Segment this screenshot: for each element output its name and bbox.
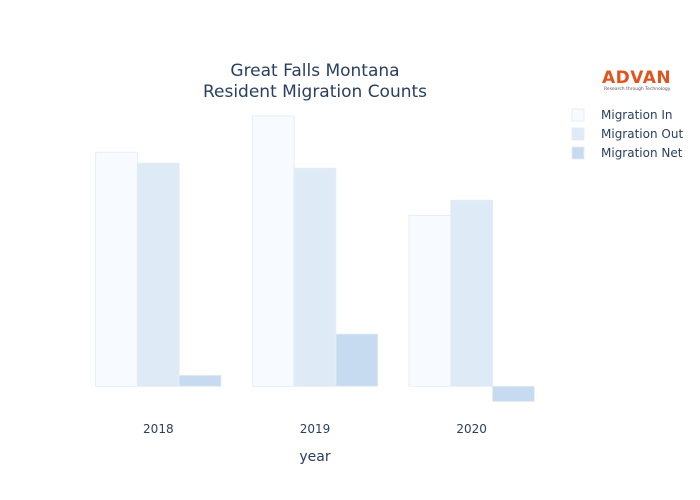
legend-label: Migration Out [601, 127, 683, 141]
x-tick-label: 2019 [300, 422, 331, 436]
legend-swatch [571, 146, 585, 160]
bar-migration-in-2019[interactable] [251, 115, 295, 387]
bar-migration-net-2019[interactable] [335, 333, 379, 387]
bar-migration-out-2019[interactable] [293, 167, 337, 387]
legend-item-migration-net[interactable]: Migration Net [571, 146, 683, 160]
legend-swatch [571, 127, 585, 141]
chart-title-line-1: Great Falls Montana [230, 61, 399, 81]
legend-label: Migration Net [601, 146, 683, 160]
logo-tagline: Research through Technology [604, 86, 671, 92]
bar-migration-out-2018[interactable] [137, 162, 180, 387]
plot-area [95, 115, 535, 402]
x-tick-label: 2020 [456, 422, 487, 436]
legend-item-migration-in[interactable]: Migration In [571, 108, 673, 122]
legend[interactable]: Migration In Migration Out Migration Net [571, 108, 683, 160]
bar-migration-in-2018[interactable] [95, 151, 138, 387]
legend-item-migration-out[interactable]: Migration Out [571, 127, 683, 141]
x-axis-ticks: 2018 2019 2020 [143, 422, 487, 436]
bar-migration-net-2020[interactable] [492, 385, 535, 402]
advan-logo: ADVAN Research through Technology [602, 68, 671, 92]
legend-label: Migration In [601, 108, 673, 122]
legend-swatch [571, 108, 585, 122]
bar-migration-net-2018[interactable] [178, 374, 222, 387]
bar-migration-out-2020[interactable] [450, 199, 493, 387]
x-tick-label: 2018 [143, 422, 174, 436]
x-axis-title: year [299, 449, 330, 465]
logo-wordmark: ADVAN [602, 68, 671, 88]
chart-title-line-2: Resident Migration Counts [203, 82, 427, 102]
bar-migration-in-2020[interactable] [408, 214, 452, 387]
